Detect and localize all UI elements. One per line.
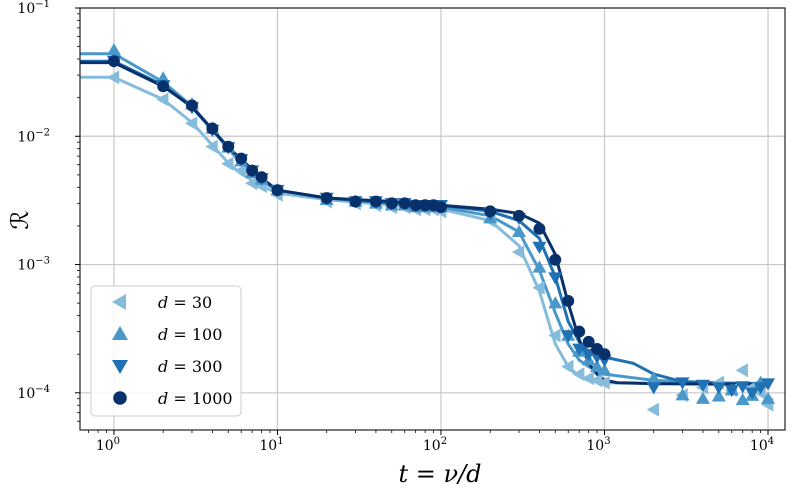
data-point-series-2 bbox=[745, 387, 760, 400]
data-point-series-1 bbox=[695, 391, 710, 404]
data-point-series-3 bbox=[186, 99, 198, 112]
data-point-series-2 bbox=[532, 241, 547, 255]
data-point-series-3 bbox=[320, 192, 333, 204]
data-point-series-0 bbox=[221, 156, 234, 171]
legend-marker-0 bbox=[112, 294, 126, 310]
data-point-series-3 bbox=[157, 80, 170, 93]
legend-label-2: d = 300 bbox=[158, 357, 222, 376]
x-tick-label: 100 bbox=[96, 436, 120, 454]
data-point-series-3 bbox=[385, 197, 398, 210]
legend-label-3: d = 1000 bbox=[158, 389, 233, 408]
data-point-series-3 bbox=[349, 195, 362, 208]
data-point-series-0 bbox=[581, 371, 594, 386]
data-point-series-0 bbox=[184, 116, 198, 131]
data-point-series-3 bbox=[222, 140, 235, 153]
data-point-series-1 bbox=[761, 391, 776, 404]
y-axis-label: ℛ bbox=[6, 210, 34, 229]
data-point-series-3 bbox=[533, 222, 546, 235]
data-point-series-0 bbox=[234, 163, 247, 178]
data-point-series-0 bbox=[106, 70, 120, 85]
data-point-series-0 bbox=[156, 92, 169, 107]
data-point-series-3 bbox=[255, 171, 268, 184]
data-point-series-3 bbox=[484, 205, 497, 218]
data-point-series-2 bbox=[675, 377, 690, 390]
y-tick-label: 10−3 bbox=[17, 256, 50, 274]
x-tick-label: 104 bbox=[750, 436, 774, 454]
data-point-series-1 bbox=[675, 388, 690, 401]
legend-label-1: d = 100 bbox=[158, 325, 222, 344]
x-axis-label: t = ν/d bbox=[398, 460, 481, 488]
data-point-series-3 bbox=[513, 209, 525, 222]
data-point-series-0 bbox=[205, 139, 218, 154]
data-point-series-1 bbox=[597, 363, 612, 376]
data-point-series-2 bbox=[572, 343, 587, 356]
data-point-series-0 bbox=[572, 367, 585, 382]
data-point-series-3 bbox=[398, 197, 411, 210]
data-point-series-3 bbox=[246, 164, 259, 177]
data-point-series-3 bbox=[271, 184, 284, 197]
data-point-series-0 bbox=[512, 245, 525, 260]
legend-marker-1 bbox=[112, 326, 128, 340]
data-point-series-1 bbox=[512, 224, 527, 238]
data-point-series-3 bbox=[573, 325, 586, 338]
data-point-series-3 bbox=[598, 348, 611, 361]
data-point-series-1 bbox=[548, 296, 563, 309]
data-point-series-1 bbox=[711, 389, 726, 402]
data-point-series-2 bbox=[735, 381, 750, 394]
data-point-series-0 bbox=[735, 363, 748, 378]
data-point-series-3 bbox=[562, 295, 575, 307]
data-point-series-3 bbox=[409, 199, 422, 212]
data-point-series-0 bbox=[532, 280, 545, 295]
data-point-series-3 bbox=[107, 55, 120, 68]
data-point-series-2 bbox=[753, 382, 768, 395]
data-point-series-0 bbox=[548, 328, 561, 343]
y-tick-label: 10−1 bbox=[17, 0, 50, 17]
data-point-series-0 bbox=[245, 176, 258, 191]
data-point-series-3 bbox=[419, 199, 432, 212]
legend-label-0: d = 30 bbox=[158, 293, 212, 312]
data-point-series-2 bbox=[724, 384, 739, 398]
data-point-series-3 bbox=[582, 335, 595, 348]
data-point-series-0 bbox=[590, 373, 603, 388]
data-point-series-2 bbox=[695, 379, 710, 393]
y-tick-label: 10−2 bbox=[17, 127, 50, 145]
data-point-series-2 bbox=[761, 378, 776, 391]
data-point-series-1 bbox=[106, 43, 121, 56]
data-point-series-1 bbox=[735, 392, 750, 406]
data-point-series-2 bbox=[711, 382, 726, 395]
legend-marker-2 bbox=[112, 360, 128, 374]
data-point-series-2 bbox=[561, 330, 576, 343]
data-point-series-2 bbox=[646, 382, 661, 395]
data-point-series-3 bbox=[549, 253, 562, 266]
data-point-series-3 bbox=[369, 195, 382, 208]
data-point-series-1 bbox=[532, 260, 547, 273]
data-point-series-0 bbox=[561, 359, 574, 374]
data-point-series-0 bbox=[646, 402, 659, 417]
x-tick-label: 102 bbox=[423, 436, 447, 454]
data-point-series-1 bbox=[590, 359, 605, 372]
data-point-series-0 bbox=[597, 375, 610, 390]
data-point-series-3 bbox=[206, 122, 219, 135]
y-tick-label: 10−4 bbox=[17, 384, 50, 402]
data-point-series-1 bbox=[646, 371, 661, 384]
legend-marker-3 bbox=[113, 391, 127, 405]
legend: d = 30 d = 100 d = 300 d = 1000 bbox=[90, 285, 242, 417]
data-point-series-3 bbox=[235, 152, 248, 165]
data-point-series-2 bbox=[548, 272, 563, 285]
legend-box bbox=[90, 285, 242, 417]
x-tick-label: 103 bbox=[586, 436, 610, 454]
plot-frame bbox=[79, 7, 786, 431]
plot-area bbox=[80, 43, 776, 417]
x-tick-label: 101 bbox=[259, 436, 283, 454]
data-point-series-3 bbox=[435, 201, 447, 214]
